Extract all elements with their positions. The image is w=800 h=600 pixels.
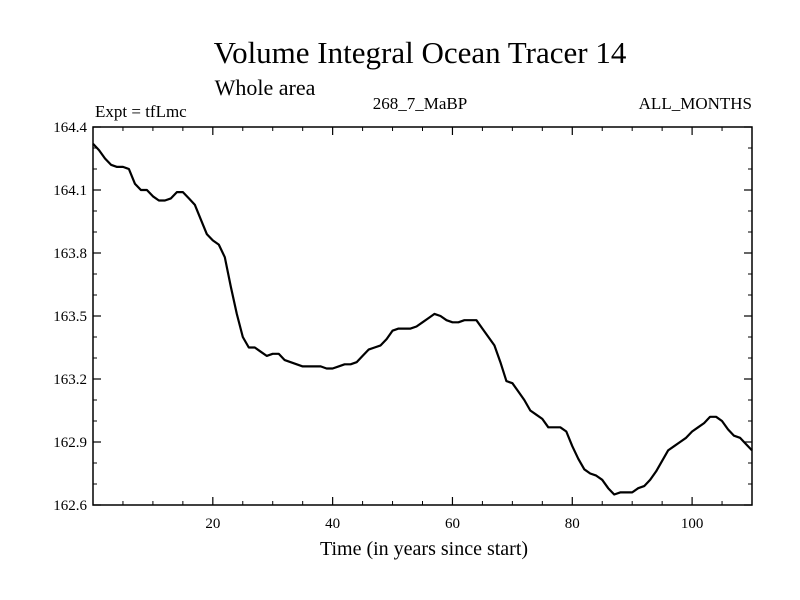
- x-tick-label: 100: [681, 516, 704, 532]
- x-tick-label: 40: [325, 516, 340, 532]
- x-tick-label: 80: [565, 516, 580, 532]
- chart-title: Volume Integral Ocean Tracer 14: [214, 35, 627, 70]
- y-tick-label: 162.6: [53, 498, 87, 514]
- x-axis: 20 40 60 80 100: [122, 127, 723, 532]
- y-tick-label: 164.4: [53, 120, 87, 136]
- x-tick-label: 20: [205, 516, 220, 532]
- plot-frame: [92, 126, 753, 506]
- months-label: ALL_MONTHS: [639, 94, 752, 113]
- experiment-label: Expt = tfLmc: [95, 102, 187, 121]
- y-tick-label: 163.5: [53, 309, 87, 325]
- y-axis: 162.6 162.9 163.2 163.5 163.8 164.1 164.4: [53, 120, 752, 514]
- x-tick-label: 60: [445, 516, 460, 532]
- y-tick-label: 162.9: [53, 435, 87, 451]
- y-tick-label: 163.8: [53, 246, 87, 262]
- y-tick-label: 164.1: [53, 183, 87, 199]
- y-tick-label: 163.2: [53, 372, 87, 388]
- chart-subtitle: Whole area: [215, 75, 316, 100]
- x-axis-label: Time (in years since start): [320, 538, 528, 560]
- run-label: 268_7_MaBP: [373, 94, 467, 113]
- series-line: [92, 143, 753, 496]
